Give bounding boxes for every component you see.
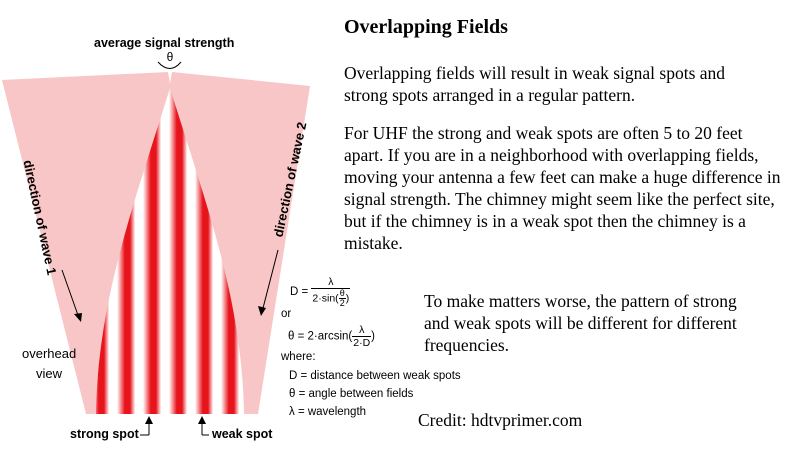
overhead-label: overhead <box>22 346 77 361</box>
strong-spot-label: strong spot <box>70 427 139 441</box>
formula-distance: D = λ 2·sin(θ 2) <box>290 276 351 308</box>
view-label: view <box>36 366 63 381</box>
weak-spot-pointer <box>198 416 209 436</box>
page-title: Overlapping Fields <box>344 16 508 38</box>
legend-theta: θ = angle between fields <box>289 388 414 400</box>
formula-angle-fraction: λ 2·D <box>352 324 372 349</box>
formula-distance-fraction: λ 2·sin(θ 2) <box>311 276 351 308</box>
formula-angle-close: ) <box>371 330 375 343</box>
paragraph-uhf: For UHF the strong and weak spots are of… <box>344 123 781 253</box>
paragraph-frequencies: To make matters worse, the pattern of st… <box>424 291 737 355</box>
formula-or: or <box>281 308 292 320</box>
formula-distance-lhs: D = <box>290 286 309 299</box>
overlapping-fields-diagram: θ <box>2 50 310 436</box>
legend-d: D = distance between weak spots <box>289 370 461 382</box>
formula-distance-denominator: 2·sin(θ 2) <box>312 288 350 308</box>
formula-angle-denominator: 2·D <box>353 337 371 349</box>
formula-angle-numerator: λ <box>352 324 372 337</box>
legend-lambda: λ = wavelength <box>289 406 367 418</box>
angle-symbol: θ <box>167 50 174 64</box>
formula-angle-lhs: θ = 2·arcsin( <box>288 330 353 343</box>
formula-where: where: <box>281 351 316 363</box>
paragraph-intro: Overlapping fields will result in weak s… <box>344 63 726 105</box>
wave2-arrow <box>258 249 279 316</box>
angle-arc <box>157 61 182 69</box>
weak-spot-label: weak spot <box>212 427 273 441</box>
interference-region <box>96 88 244 414</box>
formula-distance-numerator: λ <box>311 276 351 289</box>
average-signal-strength-label: average signal strength <box>94 36 235 50</box>
wave1-arrow <box>61 269 82 322</box>
credit-text: Credit: hdtvprimer.com <box>418 410 583 430</box>
formula-angle: θ = 2·arcsin(λ 2·D) <box>288 324 375 349</box>
strong-spot-pointer <box>140 416 153 436</box>
